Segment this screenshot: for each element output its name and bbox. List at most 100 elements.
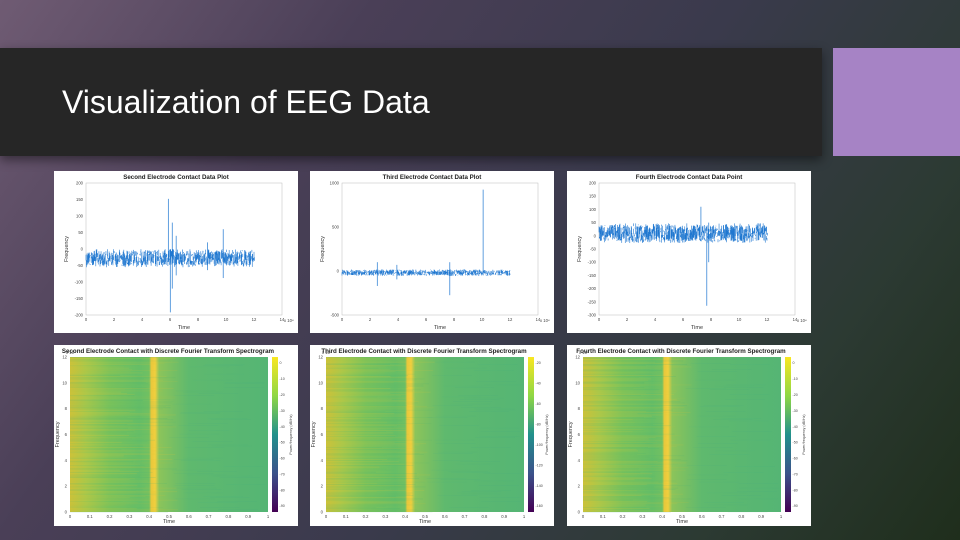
x-tick-label: 4 (397, 317, 400, 322)
plot-area (341, 182, 539, 316)
y-tick-label: 50 (78, 230, 83, 235)
colorbar (272, 357, 278, 512)
x-axis-label: Time (419, 519, 431, 525)
y-axis-label: Frequency (311, 421, 317, 447)
x-tick-label: 0.2 (107, 514, 113, 519)
y-tick-label: 6 (65, 432, 68, 437)
x-tick-label: 4 (141, 317, 144, 322)
y-tick-label: -100 (75, 280, 84, 285)
colorbar-tick-label: 0 (280, 361, 282, 365)
y-tick-label: -200 (588, 286, 597, 291)
spectrogram-panel-second-electrode: Second Electrode Contact with Discrete F… (54, 345, 298, 526)
colorbar-label: Power/frequency (dB/Hz) (545, 414, 549, 454)
colorbar-tick-label: -30 (280, 409, 285, 413)
signal-line (598, 223, 768, 244)
x-tick-label: 0.3 (639, 514, 645, 519)
chart-title: Second Electrode Contact with Discrete F… (62, 348, 275, 355)
y-tick-label: 0 (321, 510, 324, 515)
y-tick-label: 8 (578, 406, 581, 411)
y-tick-label: 2 (578, 484, 581, 489)
y-tick-label: 12 (62, 355, 67, 360)
colorbar-tick-label: -50 (793, 441, 798, 445)
x-tick-label: 0.3 (382, 514, 388, 519)
time-series-chart: Third Electrode Contact Data Plot1000500… (320, 174, 550, 331)
colorbar-tick-label: -80 (280, 488, 285, 492)
colorbar-tick-label: -70 (280, 472, 285, 476)
slide-title: Visualization of EEG Data (62, 84, 430, 120)
y-tick-label: 150 (589, 194, 597, 199)
y-exponent-label: x 10⁴ (66, 350, 76, 355)
spectrogram-panel-third-electrode: Third Electrode Contact with Discrete Fo… (310, 345, 554, 526)
x-tick-label: 0.9 (758, 514, 764, 519)
x-tick-label: 0 (69, 514, 72, 519)
x-tick-label: 0.7 (462, 514, 468, 519)
x-tick-label: 0.7 (719, 514, 725, 519)
colorbar-label: Power/frequency (dB/Hz) (289, 414, 293, 454)
x-tick-label: 10 (480, 317, 485, 322)
signal-line (85, 249, 255, 268)
x-tick-label: 0 (598, 317, 601, 322)
y-tick-label: 2 (321, 484, 324, 489)
x-tick-label: 10 (224, 317, 229, 322)
y-tick-label: 12 (575, 355, 580, 360)
y-tick-label: 500 (332, 225, 340, 230)
y-tick-label: -200 (75, 313, 84, 318)
plot-area (598, 182, 796, 316)
colorbar-tick-label: -70 (793, 472, 798, 476)
colorbar-tick-label: -60 (793, 457, 798, 461)
colorbar-tick-label: -90 (280, 504, 285, 508)
colorbar-tick-label: -100 (536, 443, 543, 447)
plot-area (85, 182, 283, 316)
x-tick-label: 0.9 (245, 514, 251, 519)
y-tick-label: 6 (321, 432, 324, 437)
x-tick-label: 1 (267, 514, 270, 519)
colorbar-tick-label: -40 (793, 425, 798, 429)
chart-title: Fourth Electrode Contact Data Point (636, 174, 743, 181)
x-tick-label: 14 (793, 317, 798, 322)
x-tick-label: 8 (710, 317, 713, 322)
chart-title: Fourth Electrode Contact with Discrete F… (576, 348, 786, 355)
x-tick-label: 0.5 (422, 514, 428, 519)
y-tick-label: 12 (318, 355, 323, 360)
x-tick-label: 0 (341, 317, 344, 322)
y-exponent-label: x 10⁴ (322, 350, 332, 355)
y-tick-label: 4 (65, 458, 68, 463)
x-tick-label: 0.4 (146, 514, 152, 519)
y-tick-label: 0 (337, 269, 340, 274)
y-tick-label: 0 (578, 510, 581, 515)
colorbar (528, 357, 534, 512)
y-tick-label: 4 (321, 458, 324, 463)
y-tick-label: -150 (75, 296, 84, 301)
y-axis-label: Frequency (577, 236, 583, 262)
x-tick-label: 8 (197, 317, 200, 322)
colorbar-tick-label: -40 (536, 382, 541, 386)
y-tick-label: -500 (331, 313, 340, 318)
x-tick-label: 6 (425, 317, 428, 322)
colorbar-tick-label: -80 (793, 488, 798, 492)
y-tick-label: -300 (588, 313, 597, 318)
x-tick-label: 0.6 (442, 514, 448, 519)
x-tick-label: 0.6 (699, 514, 705, 519)
y-tick-label: 10 (62, 380, 67, 385)
colorbar-tick-label: -90 (793, 504, 798, 508)
x-tick-label: 0 (325, 514, 328, 519)
plot-panel-fourth-electrode: Fourth Electrode Contact Data Point 200 15… (567, 171, 811, 333)
x-axis-label: Time (676, 519, 688, 525)
y-tick-label: 4 (578, 458, 581, 463)
colorbar-tick-label: -60 (536, 402, 541, 406)
y-tick-label: 6 (578, 432, 581, 437)
x-tick-label: 0.8 (481, 514, 487, 519)
y-tick-label: 100 (589, 207, 597, 212)
y-tick-label: 8 (65, 406, 68, 411)
time-series-chart: Fourth Electrode Contact Data Point20015… (577, 174, 807, 331)
x-tick-label: 12 (765, 317, 770, 322)
signal-line (341, 269, 511, 277)
x-tick-label: 0.2 (363, 514, 369, 519)
y-tick-label: 100 (76, 214, 84, 219)
spectrogram-chart: Fourth Electrode Contact with Discrete F… (568, 348, 806, 525)
y-tick-label: 8 (321, 406, 324, 411)
x-exponent-label: x 10⁴ (284, 318, 294, 323)
colorbar-tick-label: -140 (536, 484, 543, 488)
x-tick-label: 2 (369, 317, 372, 322)
x-tick-label: 0.1 (343, 514, 349, 519)
